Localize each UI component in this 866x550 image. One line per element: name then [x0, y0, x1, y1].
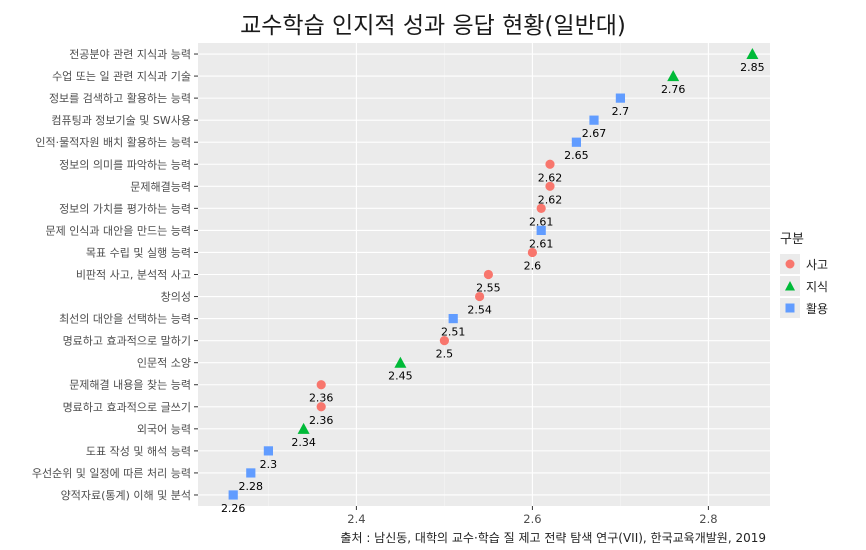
data-label: 2.36: [309, 414, 334, 427]
y-tick-label: 수업 또는 일 관련 지식과 기술: [52, 69, 191, 83]
data-label: 2.54: [467, 304, 492, 317]
y-tick-label: 창의성: [161, 291, 191, 304]
legend-item-knowledge: 지식: [780, 275, 828, 297]
data-label: 2.3: [260, 458, 278, 471]
data-point-circle: [545, 159, 555, 169]
data-labels: 2.852.762.72.672.652.622.622.612.612.62.…: [221, 61, 765, 515]
data-label: 2.51: [441, 326, 466, 339]
data-label: 2.36: [309, 392, 334, 405]
y-tick-label: 문제해결 내용을 찾는 능력: [69, 378, 191, 392]
y-tick-label: 문제해결능력: [130, 179, 191, 193]
legend-label: 지식: [806, 279, 829, 294]
data-label: 2.85: [740, 61, 765, 74]
data-point-triangle: [746, 48, 759, 60]
data-label: 2.61: [529, 215, 554, 228]
data-label: 2.28: [239, 480, 264, 493]
y-tick-label: 양적자료(통계) 이해 및 분석: [61, 488, 191, 502]
y-tick-label: 문제 인식과 대안을 만드는 능력: [45, 224, 191, 237]
y-tick-label: 정보를 검색하고 활용하는 능력: [49, 91, 191, 105]
data-point-square: [536, 225, 546, 236]
y-tick-label: 명료하고 효과적으로 말하기: [63, 334, 191, 348]
data-point-circle: [316, 380, 326, 390]
triangle-marker-icon: [780, 276, 800, 296]
y-tick-label: 컴퓨팅과 정보기술 및 SW사용: [51, 114, 191, 127]
data-point-square: [448, 313, 458, 324]
data-point-triangle: [394, 356, 407, 368]
data-label: 2.55: [476, 282, 501, 295]
x-axis: 2.4 2.6 2.8: [347, 506, 718, 526]
data-point-square: [263, 446, 273, 456]
y-tick-label: 인적·물적자원 배치 활용하는 능력: [35, 135, 191, 149]
data-point-circle: [483, 269, 493, 280]
data-point-square: [228, 490, 238, 500]
legend-title: 구분: [780, 232, 804, 247]
data-point-square: [246, 468, 256, 478]
y-tick-label: 인문적 소양: [137, 357, 191, 370]
legend-item-application: 활용: [780, 297, 828, 319]
y-tick-label: 외국어 능력: [137, 423, 191, 436]
data-label: 2.65: [564, 149, 589, 162]
data-label: 2.67: [582, 127, 607, 140]
data-point-circle: [545, 181, 555, 191]
data-point-square: [615, 93, 625, 103]
legend-item-thinking: 사고: [780, 253, 828, 275]
y-tick-label: 비판적 사고, 분석적 사고: [76, 269, 191, 282]
circle-marker-icon: [780, 254, 800, 274]
data-label: 2.26: [221, 502, 246, 515]
data-point-triangle: [297, 422, 310, 434]
legend: 구분 사고 지식 활용: [780, 228, 828, 319]
x-tick-label: 2.6: [523, 512, 541, 526]
x-tick-label: 2.4: [347, 512, 365, 526]
data-point-square: [589, 115, 599, 125]
source-caption: 출처 : 남신동, 대학의 교수·학습 질 제고 전략 탐색 연구(VII), …: [340, 531, 766, 545]
data-label: 2.34: [291, 436, 316, 449]
data-label: 2.5: [436, 348, 454, 361]
x-tick-label: 2.8: [699, 512, 717, 526]
y-tick-label: 전공분야 관련 지식과 능력: [69, 48, 191, 61]
data-label: 2.7: [612, 105, 630, 118]
data-label: 2.76: [661, 83, 686, 96]
data-label: 2.45: [388, 370, 413, 383]
data-label: 2.62: [538, 193, 563, 206]
data-point-circle: [439, 336, 449, 346]
data-label: 2.6: [524, 259, 542, 272]
y-tick-label: 도표 작성 및 해석 능력: [86, 444, 191, 458]
data-point-circle: [536, 203, 546, 213]
data-point-circle: [475, 291, 485, 302]
y-tick-label: 명료하고 효과적으로 글쓰기: [63, 400, 191, 414]
data-point-circle: [527, 247, 538, 258]
data-label: 2.61: [529, 237, 554, 250]
y-tick-label: 최선의 대안을 선택하는 능력: [59, 312, 191, 326]
y-tick-label: 정보의 가치를 평가하는 능력: [59, 201, 191, 215]
chart-title: 교수학습 인지적 성과 응답 현황(일반대): [240, 13, 626, 39]
y-tick-label: 정보의 의미를 파악하는 능력: [59, 157, 191, 171]
legend-label: 활용: [806, 301, 829, 316]
data-point-circle: [316, 402, 326, 412]
y-tick-label: 목표 수립 및 실행 능력: [86, 246, 191, 259]
square-marker-icon: [780, 298, 800, 318]
data-label: 2.62: [538, 171, 563, 184]
data-point-square: [571, 137, 581, 147]
data-point-triangle: [667, 70, 680, 82]
data-points: [228, 48, 759, 500]
y-tick-label: 우선순위 및 일정에 따른 처리 능력: [32, 466, 191, 480]
legend-label: 사고: [806, 257, 829, 272]
